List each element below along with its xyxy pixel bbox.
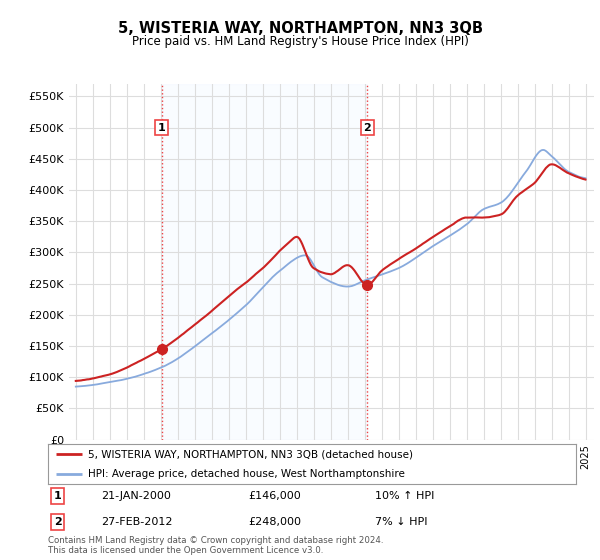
Text: 7% ↓ HPI: 7% ↓ HPI <box>376 517 428 527</box>
Bar <box>161 84 367 440</box>
Text: 21-JAN-2000: 21-JAN-2000 <box>101 491 170 501</box>
Text: 5, WISTERIA WAY, NORTHAMPTON, NN3 3QB: 5, WISTERIA WAY, NORTHAMPTON, NN3 3QB <box>118 21 482 36</box>
Text: £146,000: £146,000 <box>248 491 301 501</box>
Text: 5, WISTERIA WAY, NORTHAMPTON, NN3 3QB (detached house): 5, WISTERIA WAY, NORTHAMPTON, NN3 3QB (d… <box>88 449 413 459</box>
Text: £248,000: £248,000 <box>248 517 302 527</box>
Text: 10% ↑ HPI: 10% ↑ HPI <box>376 491 435 501</box>
Text: Price paid vs. HM Land Registry's House Price Index (HPI): Price paid vs. HM Land Registry's House … <box>131 35 469 48</box>
Text: 1: 1 <box>53 491 61 501</box>
Text: 27-FEB-2012: 27-FEB-2012 <box>101 517 172 527</box>
Text: 1: 1 <box>158 123 166 133</box>
Text: 2: 2 <box>53 517 61 527</box>
Text: 2: 2 <box>364 123 371 133</box>
Text: Contains HM Land Registry data © Crown copyright and database right 2024.
This d: Contains HM Land Registry data © Crown c… <box>48 536 383 556</box>
Text: HPI: Average price, detached house, West Northamptonshire: HPI: Average price, detached house, West… <box>88 469 404 479</box>
